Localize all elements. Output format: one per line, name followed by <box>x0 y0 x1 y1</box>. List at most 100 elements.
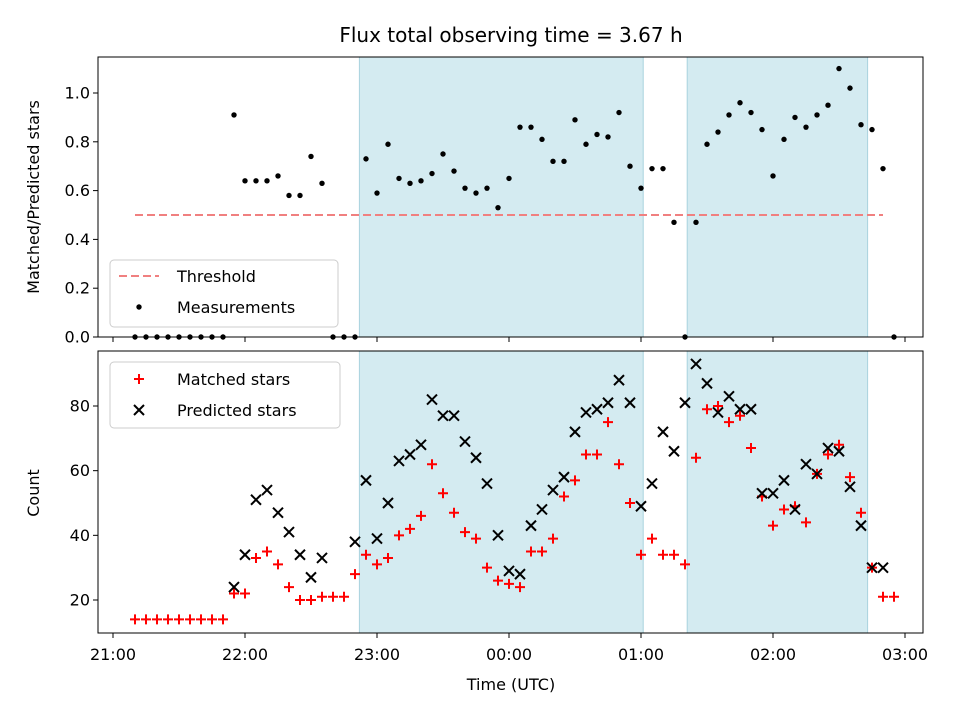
measurement-point <box>836 65 842 72</box>
measurement-point <box>495 204 501 211</box>
legend-measurements-label: Measurements <box>177 298 295 317</box>
matched-star-point <box>515 582 525 593</box>
predicted-star-point <box>481 477 493 490</box>
matched-star-point <box>284 582 294 593</box>
matched-star-point <box>504 578 514 589</box>
measurement-point <box>286 192 292 199</box>
bottom-panel: 20 40 60 80 21:00 22:00 23:00 00:00 01:00 02:00 03… <box>70 350 928 664</box>
matched-star-point <box>240 588 250 599</box>
bottom-legend-box <box>109 361 341 429</box>
measurement-point <box>528 124 534 130</box>
predicted-star-point <box>613 374 625 386</box>
top-shaded-interval <box>358 56 644 338</box>
measurement-point <box>726 112 732 118</box>
predicted-star-point <box>349 536 361 548</box>
measurement-point <box>253 178 259 184</box>
predicted-star-point <box>283 526 295 538</box>
matched-star-point <box>801 517 811 528</box>
measurement-point <box>781 136 787 143</box>
matched-star-point <box>174 614 184 625</box>
matched-star-point <box>218 614 228 625</box>
predicted-star-point <box>624 397 636 409</box>
x-tick-label: 02:00 <box>750 645 796 664</box>
matched-star-point <box>130 614 140 625</box>
measurement-point <box>583 141 589 147</box>
predicted-star-point <box>811 468 823 480</box>
matched-star-point <box>636 549 646 560</box>
predicted-star-point <box>690 358 702 370</box>
predicted-star-point <box>272 506 284 519</box>
predicted-star-point <box>877 561 889 574</box>
matched-star-point <box>823 449 833 460</box>
predicted-star-point <box>404 448 416 461</box>
predicted-star-point <box>668 445 680 457</box>
top-axes-frame <box>97 56 924 338</box>
matched-star-point <box>614 459 624 470</box>
measurement-point <box>605 134 611 140</box>
measurement-point <box>616 109 622 116</box>
predicted-star-point <box>866 561 878 574</box>
measurement-point <box>264 178 270 184</box>
measurement-point <box>858 122 864 128</box>
predicted-star-point <box>415 439 427 451</box>
measurement-point <box>638 185 644 191</box>
predicted-star-point <box>569 426 581 438</box>
predicted-star-point <box>547 484 559 496</box>
x-tick-label: 03:00 <box>882 645 928 664</box>
predicted-star-point <box>580 406 592 419</box>
predicted-star-point <box>833 445 845 457</box>
legend-matched-label: Matched stars <box>177 370 290 389</box>
matched-star-point <box>141 614 151 625</box>
matched-star-point <box>658 549 668 560</box>
measurement-point <box>440 151 446 157</box>
predicted-star-point <box>657 426 669 438</box>
matched-star-point <box>856 507 866 518</box>
predicted-star-point <box>393 455 405 467</box>
measurement-point <box>429 170 435 177</box>
measurement-point <box>396 175 402 182</box>
predicted-star-point <box>382 497 394 509</box>
matched-star-point <box>581 449 591 460</box>
matched-star-point <box>339 591 349 602</box>
matched-star-point <box>724 417 734 428</box>
x-axis-label: Time (UTC) <box>466 675 555 694</box>
matched-star-point <box>207 614 217 625</box>
measurement-point <box>561 158 567 165</box>
measurement-point <box>693 219 699 226</box>
top-y-tick-label: 0.0 <box>65 328 90 347</box>
measurement-point <box>418 178 424 184</box>
chart-title: Flux total observing time = 3.67 h <box>339 23 682 47</box>
measurement-point <box>594 131 600 138</box>
matched-star-point <box>768 520 778 531</box>
matched-star-point <box>889 591 899 602</box>
predicted-star-point <box>745 403 757 415</box>
predicted-star-point <box>558 471 570 483</box>
measurement-point <box>275 173 281 179</box>
measurement-point <box>737 100 743 106</box>
matched-star-point <box>427 459 437 470</box>
matched-star-point <box>438 488 448 499</box>
matched-star-point <box>460 527 470 538</box>
matched-star-point <box>306 595 316 605</box>
matched-star-point <box>471 533 481 544</box>
matched-star-point <box>713 401 723 411</box>
measurement-point <box>704 141 710 147</box>
measurement-point <box>825 102 831 108</box>
measurement-point <box>385 141 391 147</box>
matched-star-point <box>625 498 635 508</box>
matched-star-point <box>493 575 503 586</box>
predicted-star-point <box>437 409 449 422</box>
legend-predicted-label: Predicted stars <box>177 401 297 420</box>
predicted-star-point <box>602 397 614 409</box>
predicted-star-point <box>316 552 328 564</box>
legend-matched-swatch <box>134 374 144 384</box>
bottom-shaded-interval <box>686 350 869 634</box>
matched-star-point <box>405 523 415 534</box>
matched-star-point <box>196 614 206 625</box>
matched-star-point <box>647 533 657 544</box>
top-y-tick-label: 1.0 <box>65 84 90 103</box>
matched-star-point <box>273 559 283 570</box>
top-legend-box <box>109 259 339 328</box>
predicted-star-point <box>228 581 240 593</box>
x-tick-label: 22:00 <box>222 645 268 664</box>
